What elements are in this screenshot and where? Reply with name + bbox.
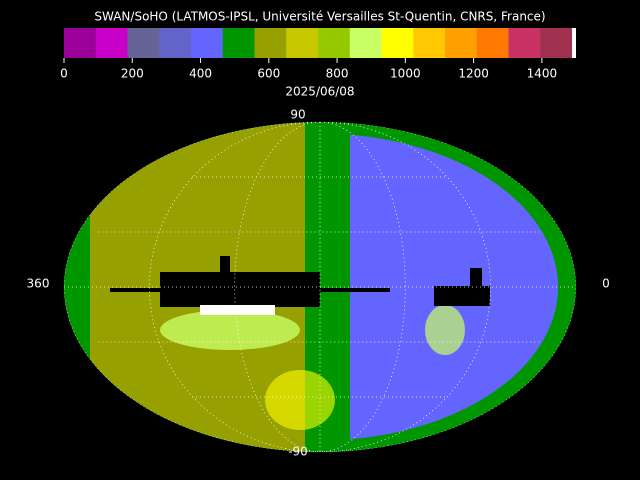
title: SWAN/SoHO (LATMOS-IPSL, Université Versa… (94, 10, 545, 24)
bright-patch (160, 310, 300, 350)
colorbar-tick-label: 0 (60, 67, 68, 81)
mask-block (470, 268, 482, 288)
mask-block (110, 288, 390, 292)
colorbar-segment (286, 28, 319, 58)
colorbar-tick-label: 1000 (390, 67, 421, 81)
white-patch (200, 305, 275, 315)
lon-left-label: 360 (27, 277, 50, 291)
colorbar-segment (349, 28, 382, 58)
colorbar-segment (381, 28, 414, 58)
colorbar-segment (540, 28, 573, 58)
colorbar-segment (159, 28, 192, 58)
colorbar-segment (222, 28, 255, 58)
lon-right-label: 0 (602, 277, 610, 291)
colorbar-end (572, 28, 576, 58)
bright-patch (425, 305, 465, 355)
colorbar-tick-label: 1200 (458, 67, 489, 81)
colorbar: 0 200 400 600 800 1000 1200 1400 (60, 28, 576, 81)
colorbar-segment (476, 28, 509, 58)
colorbar-segment (254, 28, 287, 58)
colorbar-tick-label: 1400 (527, 67, 558, 81)
lat-bottom-label: -90 (288, 445, 308, 459)
mask-block (434, 286, 490, 306)
colorbar-segment (95, 28, 128, 58)
colorbar-tick-label: 400 (189, 67, 212, 81)
bright-patch (265, 370, 335, 430)
date: 2025/06/08 (285, 85, 354, 99)
colorbar-segment (413, 28, 446, 58)
colorbar-tick-label: 800 (326, 67, 349, 81)
lat-top-label: 90 (290, 108, 305, 122)
colorbar-segment (508, 28, 541, 58)
colorbar-tick-label: 600 (257, 67, 280, 81)
colorbar-segment (64, 28, 97, 58)
colorbar-segment (445, 28, 478, 58)
colorbar-segment (318, 28, 351, 58)
colorbar-tick-label: 200 (121, 67, 144, 81)
mask-block (220, 256, 230, 276)
colorbar-segment (127, 28, 160, 58)
colorbar-segment (191, 28, 224, 58)
